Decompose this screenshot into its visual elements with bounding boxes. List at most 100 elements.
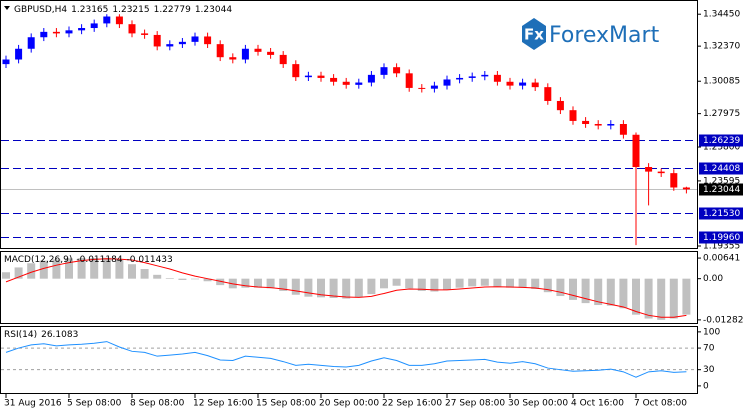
candle-body [506,81,514,86]
candle-body [27,37,35,49]
candle-body [2,59,10,65]
y-tick-label: 0.00641 [703,254,740,264]
macd-bar [115,260,124,279]
macd-signal [5,258,687,318]
macd-bar [216,278,225,286]
macd-bar [354,278,363,298]
macd-bar [682,278,691,315]
macd-bar [657,278,666,320]
header-value: 1.22779 [154,5,191,15]
rsi-line [5,341,687,378]
macd-bar [77,258,86,279]
macd-bar [594,278,603,306]
level-label: 1.19960 [703,233,740,243]
macd-bar [443,278,451,290]
macd-bar [191,278,199,280]
candle-body [393,67,401,74]
header-value: -0.011433 [127,255,173,265]
macd-bar [52,259,61,279]
macd-bar [632,278,640,315]
watermark: ForexMart [549,23,660,48]
candle-body [481,74,489,77]
macd-bar [102,257,111,279]
macd-bar [165,278,174,279]
rsi-panel [0,326,698,394]
level-label: 1.24408 [703,164,740,174]
macd-bar [380,278,388,289]
candle-body [569,110,577,121]
macd-bar [304,278,313,297]
candle-body [65,30,73,34]
level-label-box [699,231,743,244]
candle-body [191,36,199,42]
candle-body [544,87,552,101]
macd-bar [644,278,653,319]
x-tick-label: 27 Sep 08:00 [445,399,505,409]
candle-body [103,16,111,24]
candle-body [367,74,375,83]
macd-bar [203,278,212,282]
header-value: 1.23044 [195,5,232,15]
x-tick-label: 31 Aug 2016 [4,399,62,409]
y-tick-label: 1.27975 [703,109,740,119]
y-tick-label: 70 [703,344,715,354]
x-tick-label: 30 Sep 00:00 [508,399,568,409]
macd-bar [241,278,250,288]
candle-body [15,48,23,60]
candle-body [254,48,262,52]
y-tick-label: 1.32370 [703,42,740,52]
header-value: -0.011184 [76,255,122,265]
macd-bar [128,264,136,279]
macd-bar [392,278,401,286]
candle-body [40,31,48,38]
candle-body [355,82,363,85]
candle-body [115,16,123,25]
macd-bar [90,258,99,279]
candle-body [216,44,224,58]
candle-body [430,85,438,89]
candle-body [556,100,564,111]
menu-arrow [4,6,10,10]
macd-bar [279,278,288,291]
header-value: 1.23165 [71,5,108,15]
level-label: 1.26239 [703,136,740,146]
candle-body [178,41,186,45]
level-label-box [699,162,743,175]
header-value: 26.1083 [41,330,78,340]
macd-bar [506,278,514,288]
y-tick-label: 1.25800 [703,143,740,153]
x-tick-label: 8 Sep 08:00 [130,399,185,409]
candle-body [267,51,275,55]
candle-body [607,124,615,126]
candle-body [582,120,590,125]
candle-body [279,54,287,65]
x-tick-label: 22 Sep 16:00 [382,399,442,409]
candle-body [153,34,161,47]
header-value: MACD(12,26,9) [4,255,72,265]
y-tick-label: 30 [703,365,715,375]
candle-body [380,67,388,75]
macd-bar [291,278,300,295]
macd-bar [266,278,275,289]
macd-bar [556,278,565,297]
macd-bar [39,260,48,279]
macd-bar [619,278,628,309]
x-tick-label: 20 Sep 00:00 [319,399,379,409]
logo-icon: Fx [524,26,544,44]
candle-body [241,48,249,60]
macd-bar [518,278,527,288]
candle-body [519,82,527,86]
macd-panel [0,251,698,324]
macd-bar [153,274,162,279]
candle-body [443,79,451,86]
y-tick-label: 1.19355 [703,242,740,252]
candle-body [632,134,640,167]
candle-body [141,33,149,35]
macd-bar [140,269,149,279]
level-label: 1.21530 [703,209,740,219]
y-tick-label: 1.34450 [703,10,740,20]
level-label-box [699,134,743,147]
macd-bar [430,278,439,292]
chart-header: GBPUSD,H4 1.23165 1.23215 1.22779 1.23044 [14,5,232,15]
